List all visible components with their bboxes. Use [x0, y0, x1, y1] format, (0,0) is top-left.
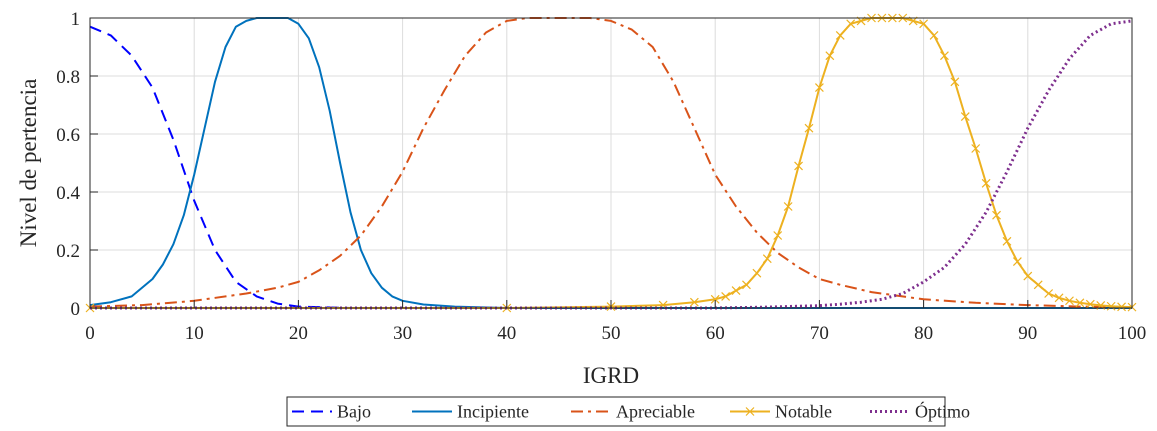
- series-3-point-27: [940, 51, 949, 61]
- series-3-point-29: [960, 112, 970, 122]
- series-3-point-37: [1044, 289, 1054, 298]
- series-0: [89, 25, 1132, 309]
- legend-box: [286, 396, 946, 427]
- y-tick-label-1: 0.2: [56, 241, 80, 262]
- x-tick-label-2: 20: [289, 323, 308, 344]
- series-3-point-8: [742, 280, 751, 290]
- series-3-point-12: [783, 202, 793, 211]
- x-tick-label-1: 10: [185, 323, 204, 344]
- series-3-point-16: [825, 51, 835, 61]
- legend-label-1: Incipiente: [457, 402, 529, 422]
- series-3-point-39: [1065, 296, 1074, 306]
- series-3-point-36: [1033, 280, 1043, 290]
- series-3-point-44: [1117, 302, 1127, 312]
- x-tick-label-9: 90: [1018, 323, 1037, 344]
- legend: Bajo Incipiente Apreciable Notable Óptimo: [286, 396, 970, 427]
- y-tick-label-3: 0.6: [56, 125, 80, 146]
- x-tick-label-5: 50: [602, 323, 621, 344]
- series-3-point-32: [992, 210, 1001, 220]
- series-3-point-28: [950, 77, 960, 87]
- series-line-0: [89, 25, 1132, 309]
- x-tick-label-10: 100: [1118, 323, 1147, 344]
- series-3-point-4: [689, 297, 699, 307]
- y-tick-label-4: 0.8: [56, 67, 80, 88]
- y-tick-label-5: 1: [71, 9, 81, 30]
- x-tick-label-6: 60: [706, 323, 725, 344]
- legend-label-2: Apreciable: [616, 402, 695, 422]
- legend-label-4: Óptimo: [915, 401, 970, 422]
- x-tick-label-0: 0: [85, 323, 95, 344]
- x-tick-label-4: 40: [497, 323, 516, 344]
- series-3-point-18: [846, 19, 856, 29]
- series-3-point-6: [721, 291, 731, 301]
- series-3-point-14: [804, 123, 814, 133]
- series-3-point-43: [1106, 301, 1116, 311]
- y-tick-label-2: 0.4: [56, 183, 80, 204]
- series-3-point-9: [752, 268, 762, 278]
- series-3-point-33: [1002, 236, 1012, 246]
- axis-ticks: 0 10 20 30 40 50 60 70 80 90 100 0 0.2 0.4 0.6 0.8 1: [56, 9, 1146, 344]
- x-tick-label-8: 80: [914, 323, 933, 344]
- x-axis-label: IGRD: [583, 363, 639, 388]
- series-3-point-15: [814, 83, 824, 93]
- series-3-point-7: [731, 286, 741, 296]
- series-3-point-30: [971, 144, 981, 153]
- y-axis-label: Nivel de pertencia: [16, 79, 41, 248]
- x-tick-label-3: 30: [393, 323, 412, 344]
- series-3-point-41: [1085, 299, 1095, 309]
- series-3-point-35: [1023, 271, 1033, 281]
- series-3-point-31: [981, 178, 991, 188]
- series-3-point-40: [1075, 298, 1085, 308]
- series-3-point-38: [1054, 293, 1064, 303]
- y-tick-label-0: 0: [71, 299, 81, 320]
- series-3-point-11: [773, 231, 783, 240]
- legend-marker-3: [745, 407, 755, 416]
- series-3-point-26: [929, 30, 939, 40]
- series-3-point-5: [710, 294, 720, 304]
- x-tick-label-7: 70: [810, 323, 829, 344]
- series-3-point-25: [919, 19, 929, 29]
- series-3-point-17: [835, 30, 845, 40]
- series-3-point-13: [794, 161, 803, 171]
- legend-label-3: Notable: [775, 402, 832, 422]
- legend-label-0: Bajo: [337, 402, 371, 422]
- series-3-point-34: [1012, 257, 1022, 267]
- series-3-point-10: [762, 254, 772, 264]
